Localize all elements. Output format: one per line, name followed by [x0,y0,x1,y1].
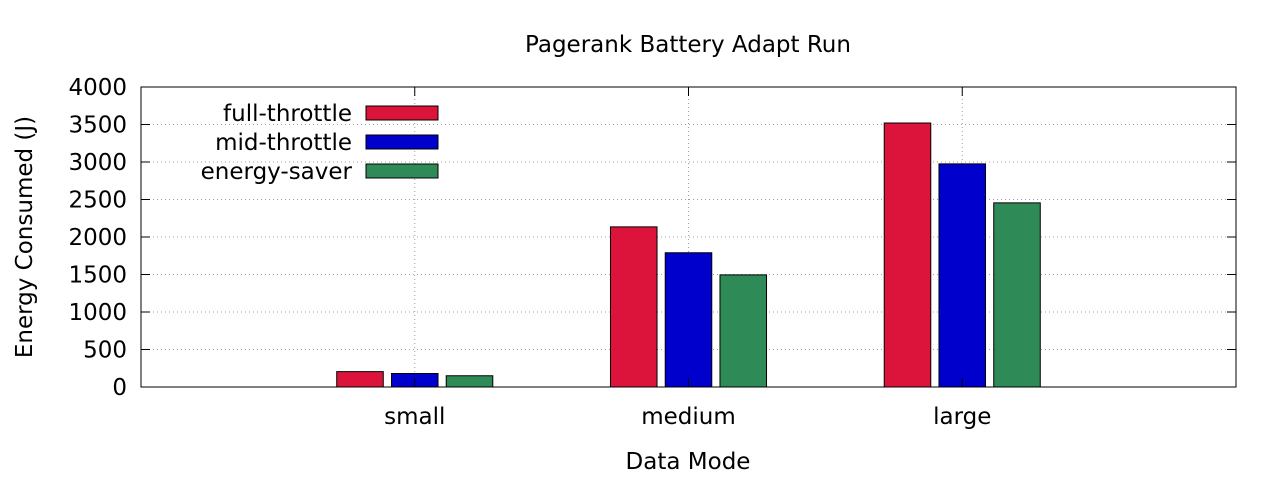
x-axis-label: Data Mode [626,449,751,475]
bar-full-throttle-large [883,122,932,388]
x-tick-label: large [933,404,991,430]
bar-full-throttle-small [336,371,384,388]
grid-lines [141,87,1236,387]
x-axis-ticks: small medium large [384,87,991,430]
bar-mid-throttle-medium [664,252,713,388]
y-tick-label: 1000 [68,300,127,326]
x-tick-label: small [384,404,445,430]
y-tick-label: 3000 [68,150,127,176]
legend-swatch [365,134,439,150]
y-axis-label: Energy Consumed (J) [12,116,38,358]
y-tick-label: 0 [112,375,127,401]
y-tick-label: 2500 [68,188,127,214]
bar-energy-saver-small [445,375,494,388]
legend: full-throttle mid-throttle energy-saver [201,101,439,185]
legend-swatch [365,163,439,179]
y-tick-label: 500 [83,338,127,364]
bar-energy-saver-large [993,202,1041,388]
y-tick-label: 1500 [68,263,127,289]
bar-energy-saver-medium [719,274,768,388]
legend-label: full-throttle [223,101,352,127]
legend-swatch [365,105,439,121]
bar-mid-throttle-large [938,163,987,388]
y-tick-label: 4000 [68,75,127,101]
bars [336,122,1041,388]
y-axis-ticks: 0 500 1000 1500 2000 2500 3000 3500 4000 [68,75,1236,401]
x-tick-label: medium [641,404,736,430]
legend-label: mid-throttle [215,130,352,156]
y-tick-label: 3500 [68,113,127,139]
chart-title: Pagerank Battery Adapt Run [525,32,851,58]
y-tick-label: 2000 [68,225,127,251]
bar-full-throttle-medium [609,226,658,388]
legend-label: energy-saver [201,159,353,185]
